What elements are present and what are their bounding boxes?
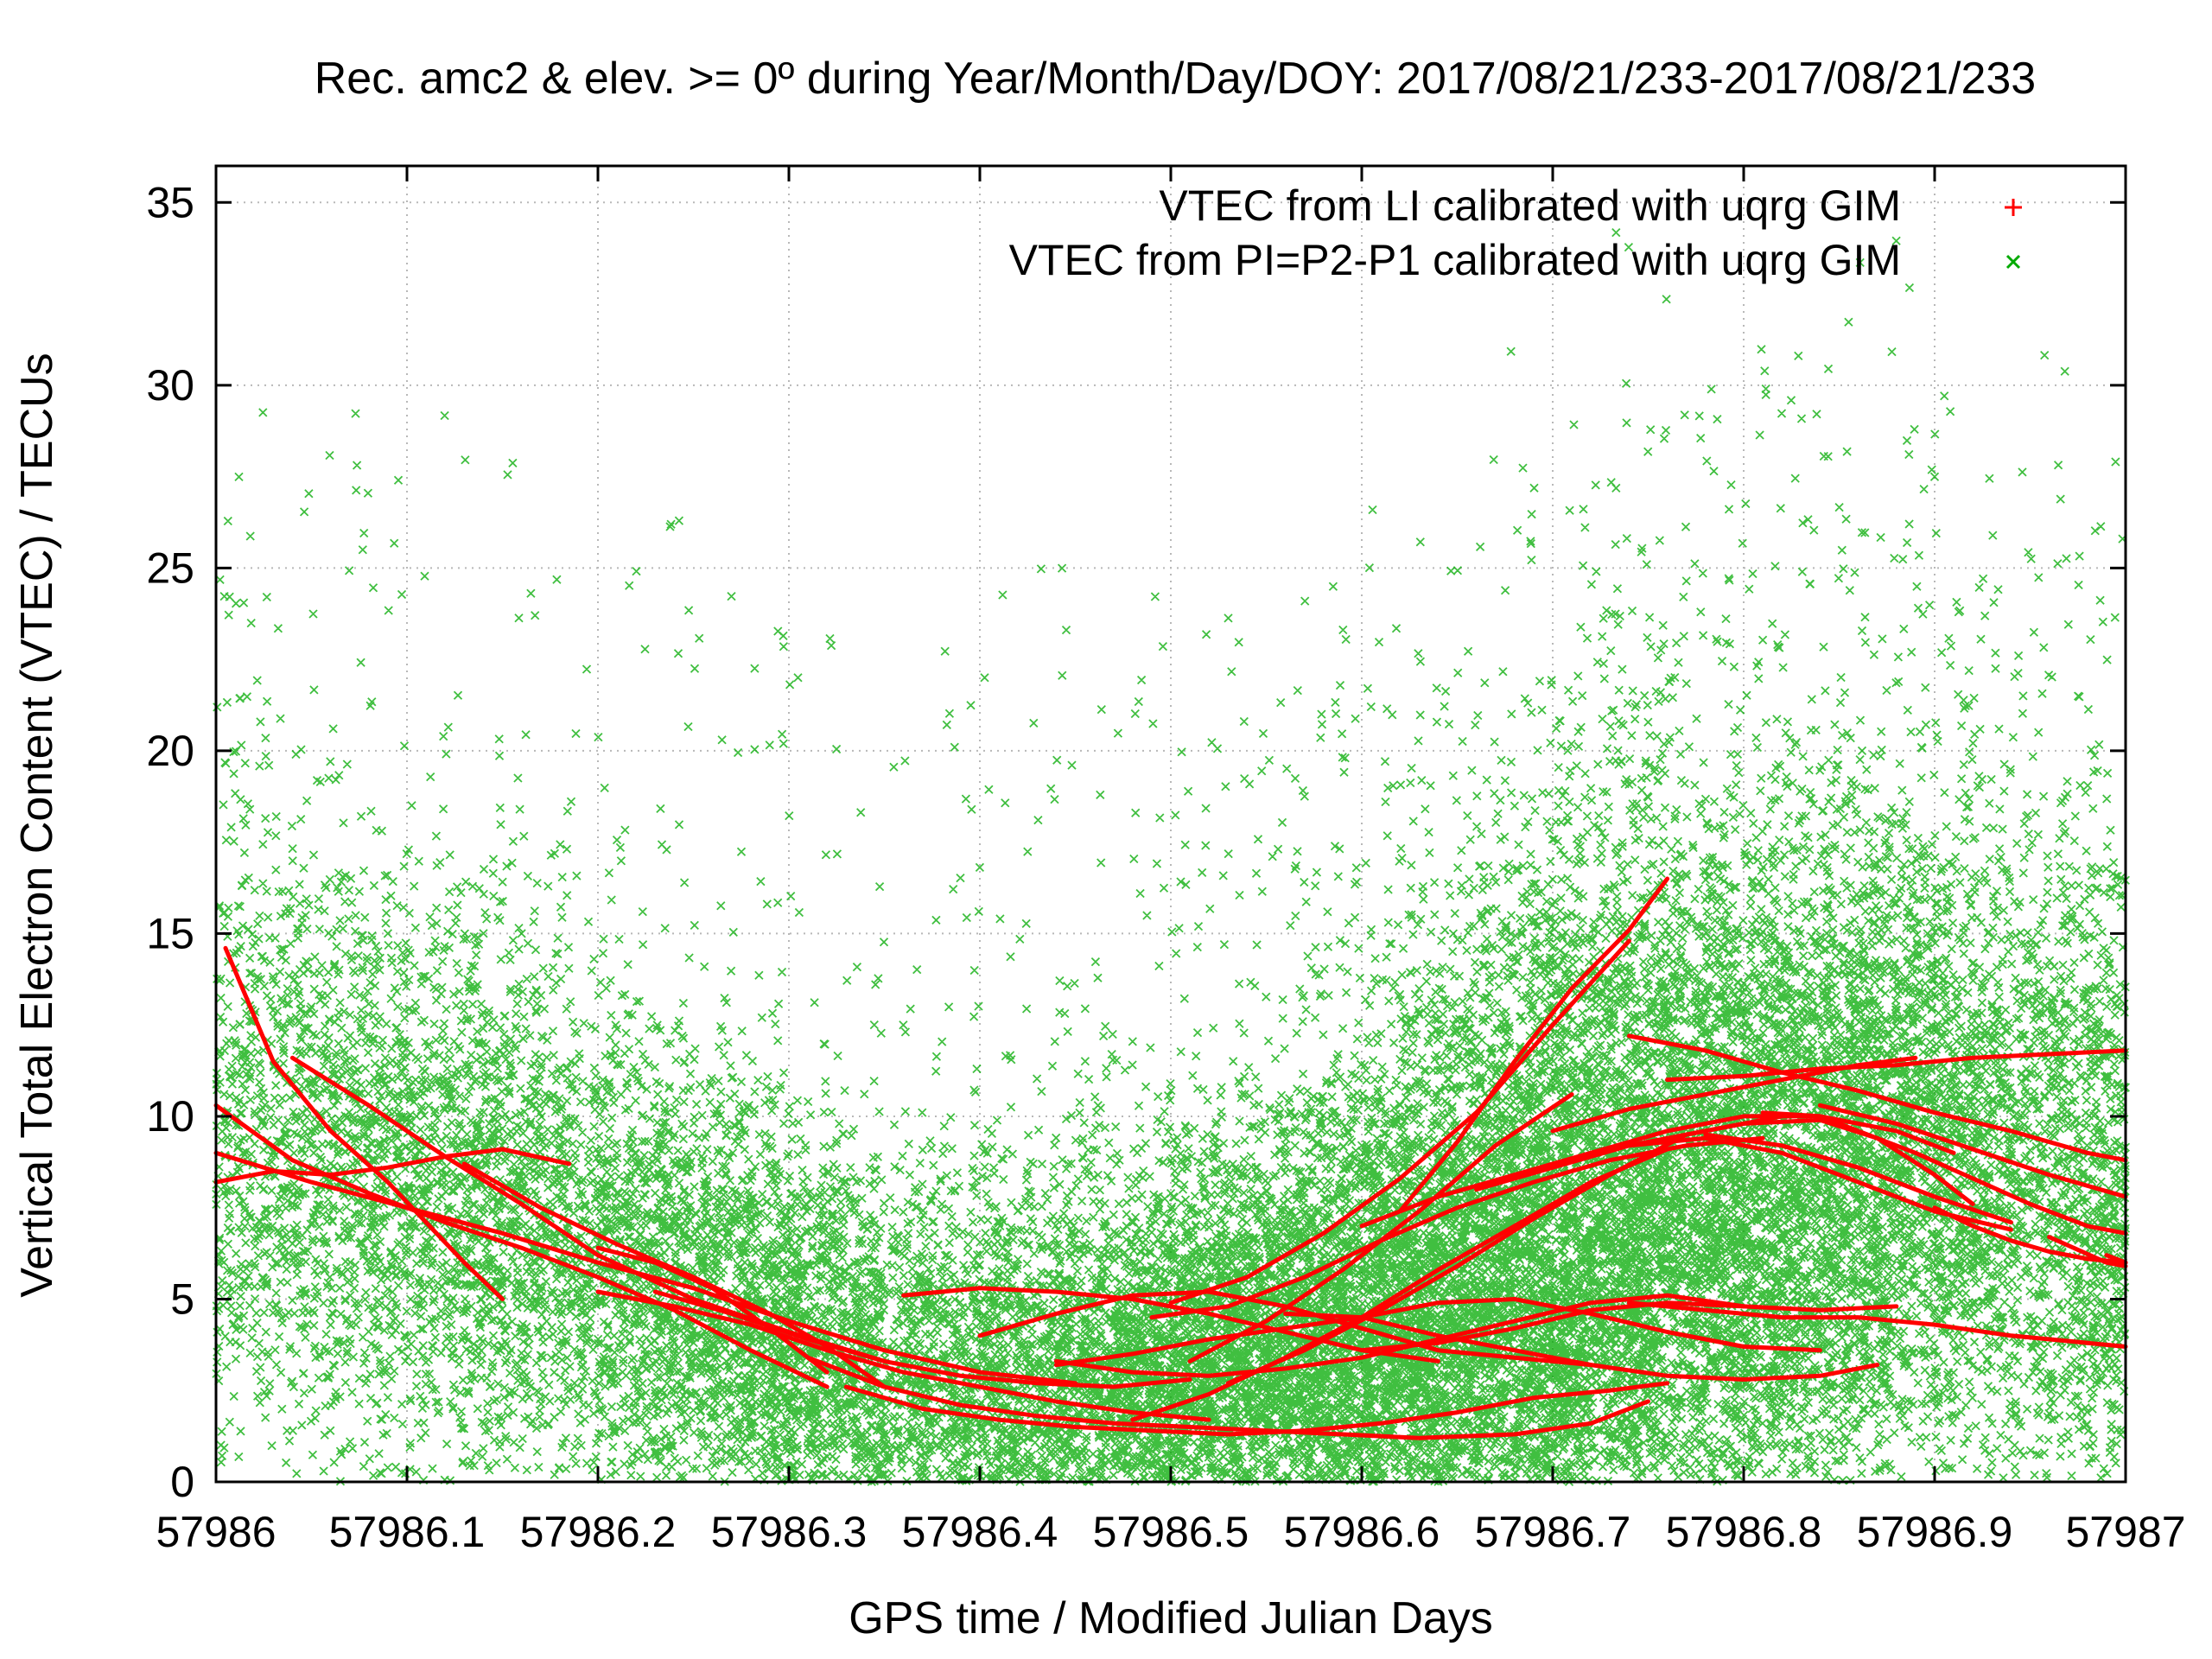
x-tick-label: 57986: [156, 1508, 276, 1556]
x-tick-label: 57986.4: [902, 1508, 1058, 1556]
li-vtec-track-35: [2104, 1253, 2128, 1265]
li-vtec-track-26: [1626, 1033, 2128, 1163]
li-vtec-track-19: [1168, 938, 1631, 1306]
li-vtec-track-24: [1397, 876, 1670, 1214]
x-tick-label: 57987: [2065, 1508, 2185, 1556]
li-vtec-track-11: [901, 1286, 1440, 1363]
y-tick-label: 5: [170, 1274, 194, 1323]
li-vtec-track-34: [2047, 1235, 2128, 1268]
li-vtec-track-31: [1550, 1055, 1918, 1134]
legend-label-li: VTEC from LI calibrated with uqrg GIM: [1159, 181, 1901, 230]
li-vtec-track-17: [1626, 1300, 2128, 1349]
li-vtec-track-16: [1359, 1300, 1899, 1353]
li-vtec-track-13: [1053, 1297, 1822, 1368]
legend-marker-li: [2005, 199, 2022, 216]
y-tick-label: 10: [146, 1092, 194, 1141]
li-vtec-track-28: [1703, 1132, 2013, 1225]
li-vtec-track-2: [223, 945, 505, 1301]
li-vtec-track-6: [595, 1245, 830, 1375]
y-axis-label: Vertical Total Electron Content (VTEC) /…: [12, 353, 62, 1297]
li-vtec-track-8: [652, 1289, 1192, 1389]
y-tick-label: 30: [146, 361, 194, 410]
li-vtec-track-14: [1283, 1311, 1880, 1382]
li-vtec-track-27: [1760, 1110, 2128, 1236]
li-vtec-track-5: [213, 1150, 1077, 1386]
axis-ticks: [214, 166, 2127, 1484]
li-vtec-track-23: [1359, 1114, 1956, 1229]
x-tick-label: 57986.3: [711, 1508, 868, 1556]
x-tick-label: 57986.2: [520, 1508, 677, 1556]
li-vtec-track-25: [1474, 1135, 2013, 1232]
x-tick-label: 57986.6: [1284, 1508, 1440, 1556]
y-tick-label: 35: [146, 178, 194, 226]
li-vtec-track-7: [595, 1289, 1211, 1422]
li-vtec-track-10: [843, 1381, 1670, 1437]
li-vtec-track-30: [1588, 1117, 1975, 1206]
x-tick-label: 57986.1: [329, 1508, 486, 1556]
li-vtec-track-9: [805, 1355, 1650, 1440]
x-tick-label: 57986.8: [1666, 1508, 1822, 1556]
x-tick-label: 57986.5: [1093, 1508, 1249, 1556]
y-tick-label: 0: [170, 1458, 194, 1506]
li-vtec-track-33: [1932, 1205, 2128, 1265]
x-axis-label: GPS time / Modified Julian Days: [849, 1593, 1493, 1643]
legend-label-pi: VTEC from PI=P2-P1 calibrated with uqrg …: [1009, 236, 1901, 284]
legend-plus-marker: [2005, 199, 2022, 216]
y-tick-labels: 0 5 10 15 20 25 30 35: [146, 178, 194, 1506]
y-tick-label: 25: [146, 543, 194, 592]
li-vtec-track-32: [1665, 1048, 2128, 1083]
x-tick-label: 57986.9: [1857, 1508, 2013, 1556]
li-vtec-track-20: [1187, 1092, 1574, 1363]
x-tick-labels: 57986 57986.1 57986.2 57986.3 57986.4 57986.5…: [156, 1508, 2185, 1556]
legend-marker-pi: [2005, 254, 2021, 270]
li-vtec-track-1: [213, 1103, 830, 1389]
li-vtec-track-29: [1817, 1103, 2128, 1199]
legend: VTEC from LI calibrated with uqrg GIM VT…: [1009, 181, 2022, 284]
y-tick-label: 15: [146, 909, 194, 957]
legend-cross-marker: [2005, 254, 2021, 270]
chart-title: Rec. amc2 & elev. >= 0º during Year/Mont…: [315, 54, 2036, 104]
li-vtec-track-22: [1130, 1147, 1670, 1422]
y-tick-label: 20: [146, 727, 194, 775]
li-vtec-tracks: [213, 876, 2128, 1440]
x-tick-label: 57986.7: [1475, 1508, 1631, 1556]
